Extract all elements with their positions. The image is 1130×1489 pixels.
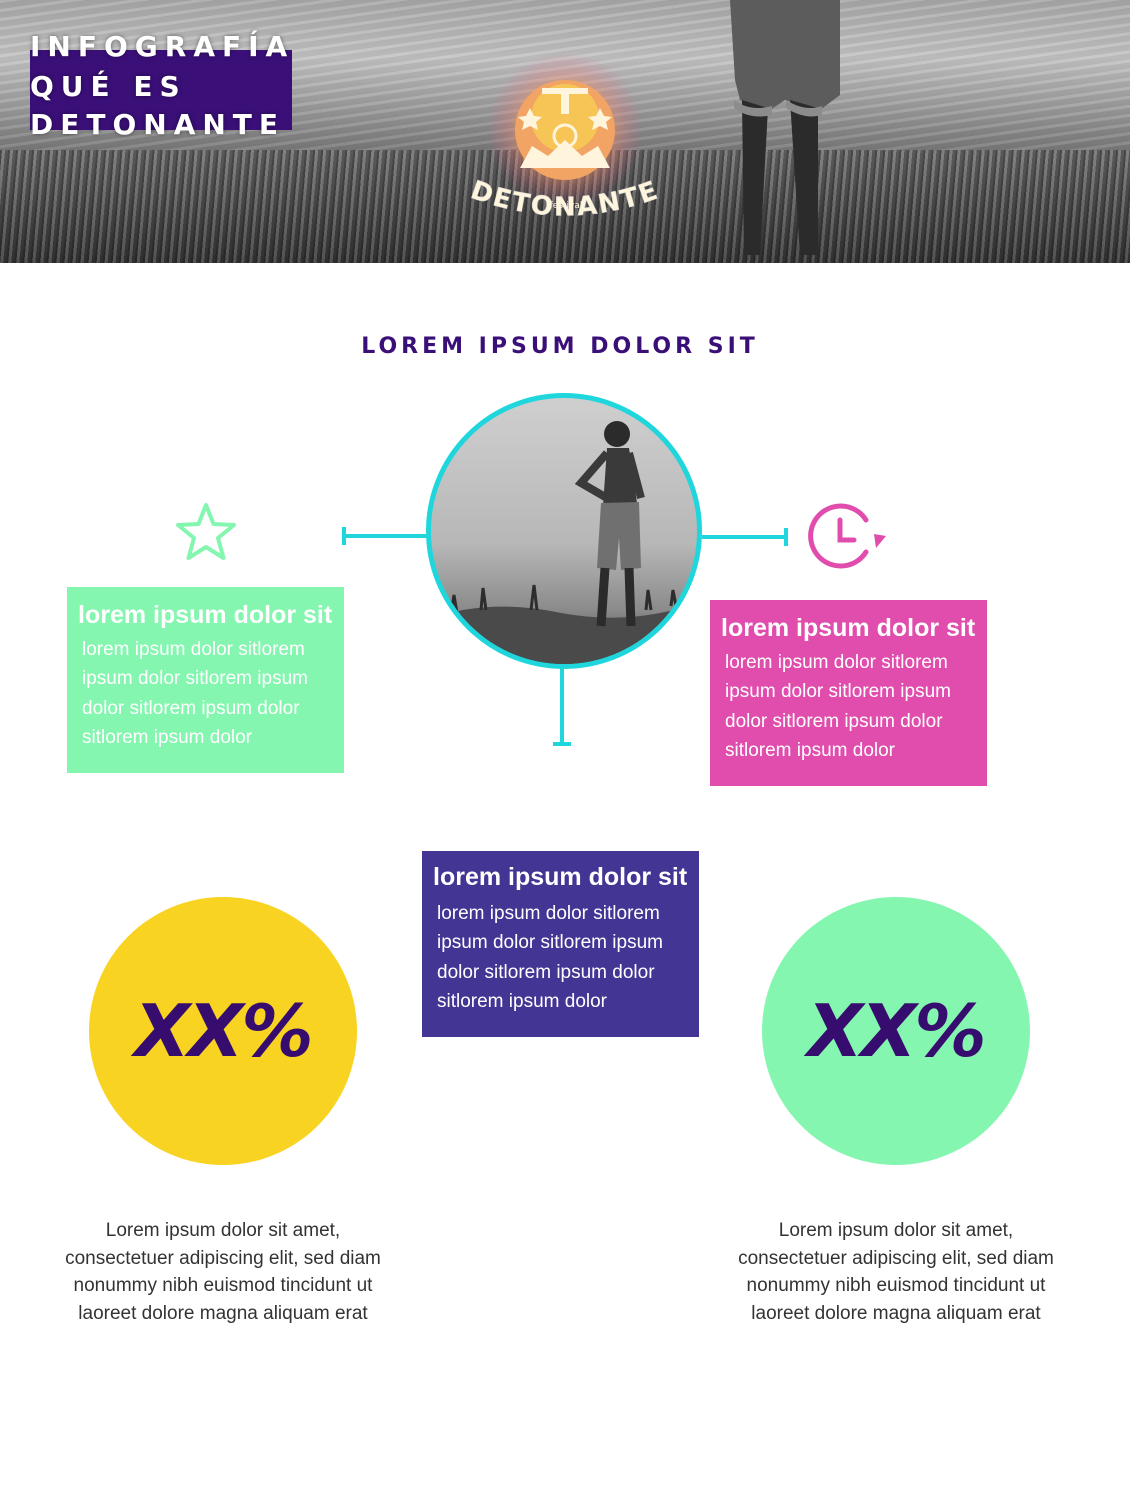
- info-card-indigo: lorem ipsum dolor sit lorem ipsum dolor …: [422, 851, 699, 1037]
- star-icon: [176, 503, 236, 560]
- stat-circle-green: XX%: [762, 897, 1030, 1165]
- card-body: lorem ipsum dolor sitlorem ipsum dolor s…: [82, 639, 308, 748]
- card-title: lorem ipsum dolor sit: [433, 863, 688, 891]
- info-card-green: lorem ipsum dolor sit lorem ipsum dolor …: [67, 587, 344, 773]
- card-body: lorem ipsum dolor sitlorem ipsum dolor s…: [437, 903, 663, 1012]
- header-photo-figure: [730, 0, 840, 255]
- connector-bottom-cap: [553, 742, 571, 746]
- stat-description-left: Lorem ipsum dolor sit amet, consectetuer…: [65, 1220, 381, 1324]
- info-card-pink: lorem ipsum dolor sit lorem ipsum dolor …: [710, 600, 987, 786]
- title-line-1: INFOGRAFÍA: [30, 30, 295, 63]
- center-photo: [426, 393, 702, 669]
- connector-bottom: [560, 664, 564, 744]
- logo-sub: festival: [550, 201, 583, 211]
- card-body: lorem ipsum dolor sitlorem ipsum dolor s…: [725, 652, 951, 761]
- title-background: [30, 50, 292, 130]
- title-line-3: DETONANTE: [30, 108, 286, 141]
- section-heading: LOREM IPSUM DOLOR SIT: [361, 334, 759, 359]
- card-title: lorem ipsum dolor sit: [721, 614, 976, 642]
- connector-left: [344, 534, 428, 538]
- clock-refresh-icon: [808, 503, 886, 569]
- stat-value: XX%: [807, 989, 986, 1073]
- connector-right-cap: [784, 528, 788, 546]
- boy-photo-figure: [431, 421, 697, 664]
- connector-right: [702, 535, 786, 539]
- stat-description-right: Lorem ipsum dolor sit amet, consectetuer…: [738, 1220, 1054, 1324]
- stat-value: XX%: [134, 989, 313, 1073]
- stat-circle-yellow: XX%: [89, 897, 357, 1165]
- connector-left-cap: [342, 527, 346, 545]
- card-title: lorem ipsum dolor sit: [78, 601, 333, 629]
- detonante-logo: DETONANTE festival: [467, 52, 661, 223]
- title-line-2: QUÉ ES: [30, 70, 187, 103]
